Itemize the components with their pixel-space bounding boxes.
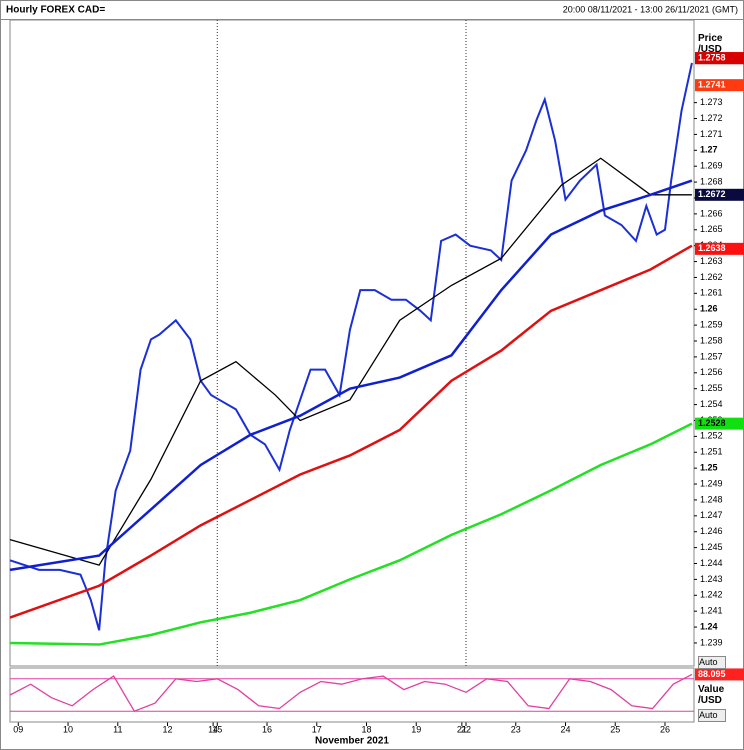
series-line [9, 157, 692, 566]
auto-button[interactable]: Auto [698, 656, 726, 669]
y-tick-label: 1.254 [700, 399, 723, 409]
chart-title: Hourly FOREX CAD= [6, 5, 105, 16]
y-tick-label: 1.244 [700, 558, 723, 568]
y-tick-label: 1.243 [700, 574, 723, 584]
x-tick-label: 19 [411, 724, 421, 734]
price-badge [695, 79, 744, 92]
x-tick-label: 26 [660, 724, 670, 734]
y-tick-label: 1.26 [700, 304, 718, 314]
price-badge-label: 1.2672 [698, 189, 726, 199]
y-tick-label: 1.255 [700, 383, 723, 393]
y-tick-label: 1.246 [700, 526, 723, 536]
price-badge-label: 1.2758 [698, 53, 726, 63]
y-tick-label: 1.272 [700, 113, 723, 123]
y-tick-label: 1.259 [700, 319, 723, 329]
price-badge [695, 242, 744, 255]
x-tick-label: 23 [511, 724, 521, 734]
y-tick-label: 1.252 [700, 431, 723, 441]
x-axis-title: November 2021 [315, 736, 389, 747]
x-tick-label: 22 [461, 724, 471, 734]
x-tick-label: 25 [610, 724, 620, 734]
y-tick-label: 1.239 [700, 637, 723, 647]
price-badge-label: 1.2528 [698, 418, 726, 428]
y-tick-label: 1.251 [700, 447, 723, 457]
y-tick-label: 1.261 [700, 288, 723, 298]
y-tick-label: 1.247 [700, 510, 723, 520]
y-tick-label: 1.263 [700, 256, 723, 266]
y-tick-label: 1.262 [700, 272, 723, 282]
price-badge-label: 1.2638 [698, 243, 726, 253]
price-badge [695, 417, 744, 430]
y-tick-label: 1.249 [700, 478, 723, 488]
series-line [9, 244, 693, 619]
x-tick-label: 14 [208, 724, 218, 734]
chart-subtitle: 20:00 08/11/2021 - 13:00 26/11/2021 (GMT… [563, 4, 738, 14]
x-tick-label: 16 [262, 724, 272, 734]
series-line [9, 422, 693, 646]
y-tick-label: 1.27 [700, 145, 718, 155]
y-tick-label: 1.269 [700, 161, 723, 171]
y-tick-label: 1.258 [700, 335, 723, 345]
y-tick-label: 1.257 [700, 351, 723, 361]
x-tick-label: 12 [163, 724, 173, 734]
series-line [9, 179, 693, 572]
price-badge-label: 88.095 [698, 669, 726, 679]
x-tick-label: 21 [457, 724, 467, 734]
x-tick-label: 09 [13, 724, 23, 734]
x-tick-label: 10 [63, 724, 73, 734]
plot-area [9, 667, 695, 723]
osc-axis-title: Value /USD [698, 684, 725, 706]
y-tick-label: 1.256 [700, 367, 723, 377]
x-tick-label: 11 [113, 724, 122, 734]
price-badge [695, 52, 744, 65]
y-tick-label: 1.266 [700, 208, 723, 218]
plot-area [9, 19, 695, 667]
y-tick-label: 1.24 [700, 621, 718, 631]
y-tick-label: 1.271 [700, 129, 723, 139]
x-tick-label: 24 [560, 724, 570, 734]
y-tick-label: 1.268 [700, 176, 723, 186]
x-tick-label: 17 [312, 724, 322, 734]
price-badge-label: 1.2741 [698, 80, 726, 90]
y-tick-label: 1.273 [700, 97, 723, 107]
y-tick-label: 1.241 [700, 606, 723, 616]
y-tick-label: 1.265 [700, 224, 723, 234]
y-tick-label: 1.248 [700, 494, 723, 504]
price-badge [695, 188, 744, 201]
y-tick-label: 1.245 [700, 542, 723, 552]
auto-button[interactable]: Auto [698, 709, 726, 722]
y-axis-title: Price /USD [698, 33, 723, 55]
y-tick-label: 1.25 [700, 463, 718, 473]
price-badge [695, 668, 744, 681]
x-tick-label: 18 [362, 724, 372, 734]
x-tick-label: 15 [212, 724, 222, 734]
series-line [9, 673, 693, 713]
y-tick-label: 1.242 [700, 590, 723, 600]
series-line [9, 62, 693, 631]
